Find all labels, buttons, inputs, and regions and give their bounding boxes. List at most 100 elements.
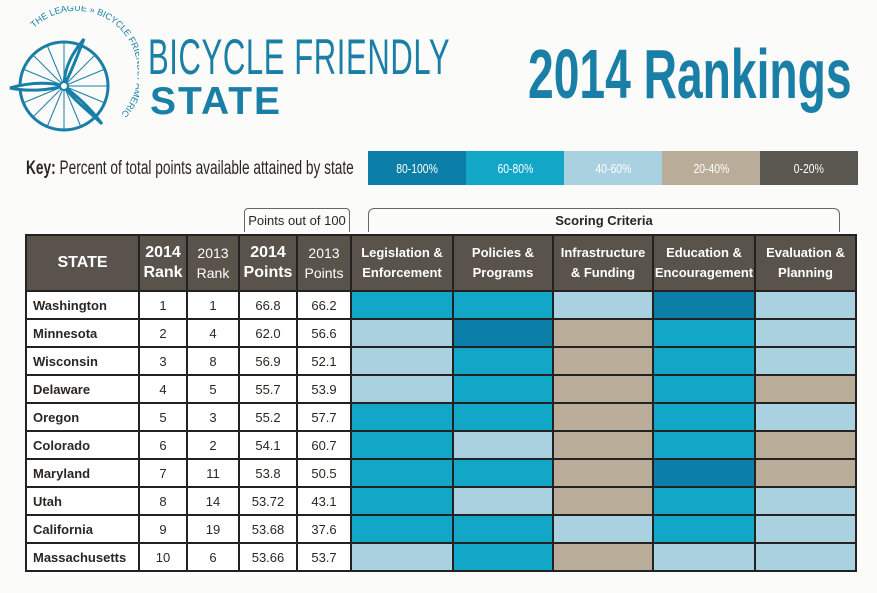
criteria-score-cell	[350, 430, 454, 460]
key-level-label: 40-60%	[595, 160, 631, 176]
col-label: Planning	[778, 265, 833, 280]
col-label: 2014	[145, 244, 181, 261]
col-criteria: Education & Encouragement	[652, 234, 756, 292]
cell-pts2013: 53.9	[296, 374, 352, 404]
key-description: Percent of total points available attain…	[59, 158, 354, 179]
criteria-score-cell	[350, 318, 454, 348]
criteria-score-cell	[552, 430, 654, 460]
criteria-score-cell	[754, 402, 857, 432]
criteria-score-cell	[452, 514, 554, 544]
points-group-label: Points out of 100	[244, 208, 350, 232]
criteria-score-cell	[652, 374, 756, 404]
col-label: Evaluation &	[766, 245, 845, 260]
col-points-2013: 2013 Points	[296, 234, 352, 292]
cell-state: Massachusetts	[25, 542, 140, 572]
col-state: STATE	[25, 234, 140, 292]
col-rank-2013: 2013 Rank	[186, 234, 240, 292]
cell-pts2014: 53.68	[238, 514, 298, 544]
brand-line-2: STATE	[150, 80, 283, 123]
criteria-score-cell	[754, 346, 857, 376]
criteria-score-cell	[652, 290, 756, 320]
col-criteria: Legislation & Enforcement	[350, 234, 454, 292]
criteria-score-cell	[552, 514, 654, 544]
key-level-label: 0-20%	[793, 160, 825, 176]
cell-rank2014: 7	[138, 458, 188, 488]
criteria-score-cell	[452, 290, 554, 320]
criteria-score-cell	[350, 374, 454, 404]
cell-pts2014: 55.7	[238, 374, 298, 404]
table-row: Colorado 6 2 54.1 60.7	[25, 430, 857, 460]
bicycle-wheel-logo: THE LEAGUE » BICYCLE FRIENDLY AMERICA	[4, 6, 139, 132]
key-level-label: 80-100%	[396, 160, 438, 176]
col-label: Enforcement	[362, 265, 442, 280]
cell-pts2014: 56.9	[238, 346, 298, 376]
key-color-scale: 80-100% 60-80% 40-60% 20-40% 0-20%	[368, 151, 858, 185]
criteria-score-cell	[552, 402, 654, 432]
rankings-table: STATE 2014 Rank 2013 Rank 2014 Points 2013 P…	[25, 234, 857, 572]
table-row: Wisconsin 3 8 56.9 52.1	[25, 346, 857, 376]
criteria-score-cell	[652, 514, 756, 544]
key-level-label: 60-80%	[497, 160, 533, 176]
col-label: Legislation &	[361, 245, 443, 260]
criteria-score-cell	[452, 318, 554, 348]
key-level-2: 40-60%	[564, 151, 662, 185]
table-row: Delaware 4 5 55.7 53.9	[25, 374, 857, 404]
col-label: Points	[304, 265, 344, 281]
col-label: Points	[243, 264, 293, 281]
criteria-score-cell	[652, 430, 756, 460]
brand-line-1: BICYCLE FRIENDLY	[148, 29, 451, 85]
cell-pts2013: 60.7	[296, 430, 352, 460]
col-label: Infrastructure	[560, 245, 646, 260]
cell-state: Utah	[25, 486, 140, 516]
col-label: 2014	[250, 244, 286, 261]
criteria-score-cell	[652, 402, 756, 432]
col-label: Encouragement	[654, 265, 754, 280]
criteria-score-cell	[754, 486, 857, 516]
criteria-score-cell	[552, 542, 654, 572]
criteria-score-cell	[552, 290, 654, 320]
cell-state: Colorado	[25, 430, 140, 460]
cell-rank2013: 8	[186, 346, 240, 376]
cell-pts2014: 53.66	[238, 542, 298, 572]
criteria-score-cell	[350, 290, 454, 320]
cell-rank2013: 3	[186, 402, 240, 432]
criteria-score-cell	[452, 374, 554, 404]
col-points-2014: 2014 Points	[238, 234, 298, 292]
criteria-score-cell	[754, 430, 857, 460]
scoring-criteria-label: Scoring Criteria	[368, 208, 840, 232]
cell-pts2013: 37.6	[296, 514, 352, 544]
col-rank-2014: 2014 Rank	[138, 234, 188, 292]
criteria-score-cell	[754, 374, 857, 404]
criteria-score-cell	[552, 346, 654, 376]
criteria-score-cell	[452, 542, 554, 572]
col-label: Programs	[472, 265, 534, 280]
key-level-0: 80-100%	[368, 151, 466, 185]
criteria-score-cell	[350, 486, 454, 516]
cell-pts2014: 54.1	[238, 430, 298, 460]
key-level-3: 20-40%	[662, 151, 760, 185]
cell-rank2014: 10	[138, 542, 188, 572]
criteria-score-cell	[452, 458, 554, 488]
criteria-score-cell	[350, 402, 454, 432]
criteria-score-cell	[452, 486, 554, 516]
cell-rank2013: 1	[186, 290, 240, 320]
cell-pts2014: 55.2	[238, 402, 298, 432]
criteria-score-cell	[754, 514, 857, 544]
criteria-score-cell	[350, 514, 454, 544]
col-label: Rank	[143, 264, 183, 281]
criteria-score-cell	[652, 486, 756, 516]
cell-pts2013: 43.1	[296, 486, 352, 516]
cell-rank2014: 5	[138, 402, 188, 432]
cell-rank2013: 14	[186, 486, 240, 516]
col-label: Rank	[196, 265, 230, 281]
table-row: Massachusetts 10 6 53.66 53.7	[25, 542, 857, 572]
criteria-score-cell	[652, 458, 756, 488]
key-level-4: 0-20%	[760, 151, 858, 185]
criteria-score-cell	[552, 486, 654, 516]
cell-rank2014: 1	[138, 290, 188, 320]
criteria-score-cell	[350, 542, 454, 572]
cell-pts2013: 56.6	[296, 318, 352, 348]
col-label: & Funding	[570, 265, 636, 280]
col-label: 2013	[197, 245, 229, 261]
criteria-score-cell	[350, 458, 454, 488]
